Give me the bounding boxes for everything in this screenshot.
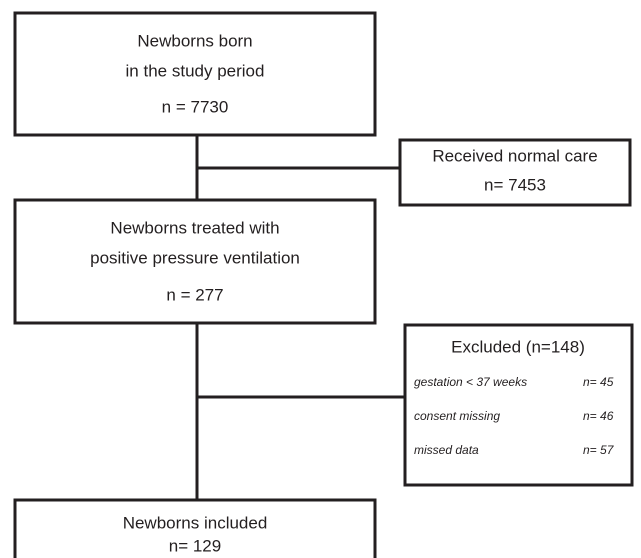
box-text: Newborns treated with: [110, 218, 279, 237]
box: [13, 11, 377, 137]
box-text: n = 7730: [162, 97, 229, 116]
box: [13, 198, 377, 325]
box-text: positive pressure ventilation: [90, 248, 300, 267]
box-title: Excluded (n=148): [451, 337, 585, 356]
box-text: in the study period: [126, 61, 265, 80]
box-text: Received normal care: [432, 146, 597, 165]
item-count: n= 46: [583, 409, 614, 423]
box-text: n = 277: [166, 285, 223, 304]
item-label: missed data: [414, 443, 479, 457]
item-count: n= 57: [583, 443, 615, 457]
box-text: n= 7453: [484, 175, 546, 194]
box: [403, 323, 634, 487]
box-text: Newborns born: [137, 31, 252, 50]
box-text: Newborns included: [123, 513, 268, 532]
box-text: n= 129: [169, 536, 221, 555]
box: [13, 498, 377, 558]
box: [398, 138, 632, 207]
item-count: n= 45: [583, 375, 614, 389]
item-label: gestation < 37 weeks: [414, 375, 527, 389]
item-label: consent missing: [414, 409, 500, 423]
